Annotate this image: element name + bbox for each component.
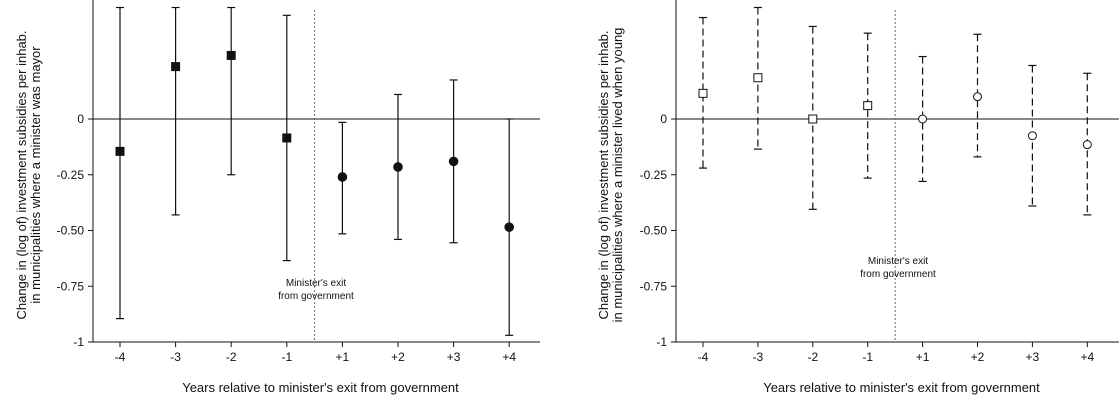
y-tick-label: -0.25 [57,168,85,182]
y-tick-label: -0.25 [640,168,668,182]
x-tick-label: +1 [336,350,350,364]
x-tick-label: -3 [753,350,764,364]
data-point-square [753,73,763,83]
x-tick-label: -4 [698,350,709,364]
x-tick-label: +3 [1026,350,1040,364]
y-axis-label-line2: in municipalities where a minister lived… [610,28,625,323]
data-point-circle [448,156,459,167]
x-tick-label: -1 [281,350,292,364]
data-point-circle [337,172,348,182]
chart-panel-1: 0 -0.25 -0.50 -0.75 -1 -4 -3 -2 -1 +1 +2 +3 +4 Minist… [14,0,540,395]
y-tick-label: -0.75 [57,279,85,293]
y-axis-label-line1: Change in (log of) investment subsidies … [14,30,29,319]
data-point-circle [1027,131,1037,141]
y-tick-label: 0 [77,112,84,126]
exit-annotation-line2: from government [860,269,936,280]
x-tick-label: -1 [862,350,873,364]
exit-annotation-line1: Minister's exit [868,256,928,267]
chart-panel-2: 0 -0.25 -0.50 -0.75 -1 -4 -3 -2 -1 +1 +2 +3 +4 Minist… [596,0,1119,395]
x-tick-label: +1 [916,350,930,364]
exit-annotation-line1: Minister's exit [286,278,346,289]
x-axis-label: Years relative to minister's exit from g… [182,380,459,395]
y-tick-label: -1 [656,335,667,349]
data-point-circle [1082,140,1092,150]
data-point-circle [918,114,928,124]
x-tick-label: -4 [115,350,126,364]
data-point-square [282,133,292,143]
exit-annotation-line2: from government [278,291,354,302]
data-point-square [171,62,181,72]
x-tick-label: +2 [971,350,985,364]
x-tick-label: +4 [502,350,516,364]
y-tick-label: 0 [660,112,667,126]
data-point-square [808,114,818,124]
data-point-circle [504,222,514,232]
y-tick-label: -1 [73,335,84,349]
data-point-circle [393,162,403,172]
x-tick-label: +2 [391,350,405,364]
data-point-square [226,50,236,60]
y-tick-label: -0.75 [640,279,668,293]
data-point-circle [973,92,982,102]
x-tick-label: -2 [226,350,237,364]
data-point-square [698,88,708,98]
x-axis-label: Years relative to minister's exit from g… [763,380,1040,395]
data-point-square [863,101,873,111]
x-tick-label: +3 [447,350,461,364]
y-tick-label: -0.50 [57,224,85,238]
y-tick-label: -0.50 [640,224,668,238]
x-tick-label: -3 [170,350,181,364]
y-axis-label-line1: Change in (log of) investment subsidies … [596,30,611,319]
x-tick-label: -2 [807,350,818,364]
x-tick-label: +4 [1080,350,1094,364]
y-axis-label-line2: in municipalities where a minister was m… [28,46,43,304]
data-point-square [115,146,125,156]
